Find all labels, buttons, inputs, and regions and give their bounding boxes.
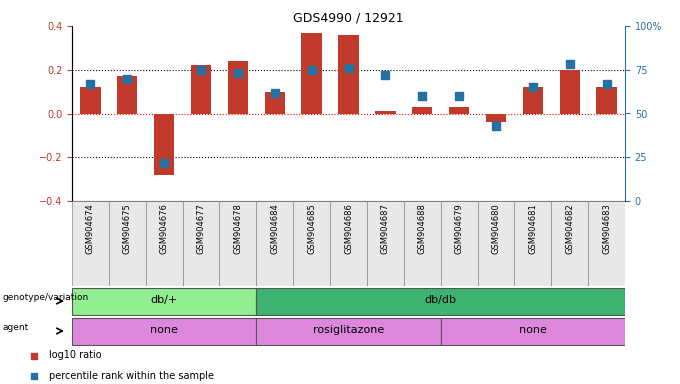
Point	[454, 93, 464, 99]
Text: none: none	[519, 325, 547, 335]
Bar	[256, 201, 293, 286]
Point	[343, 65, 354, 71]
Bar	[117, 76, 137, 114]
Point	[196, 67, 207, 73]
Point	[122, 75, 133, 81]
Text: GSM904675: GSM904675	[123, 204, 132, 254]
Bar	[72, 288, 256, 314]
Bar	[80, 87, 101, 114]
Point	[29, 372, 39, 379]
Bar	[441, 201, 477, 286]
Bar	[477, 201, 514, 286]
Point	[233, 70, 243, 76]
Point	[417, 93, 428, 99]
Text: db/+: db/+	[150, 295, 177, 305]
Bar	[256, 288, 625, 314]
Bar	[72, 201, 109, 286]
Text: GSM904685: GSM904685	[307, 204, 316, 254]
Text: GSM904677: GSM904677	[197, 204, 205, 255]
Point	[29, 353, 39, 359]
Text: GSM904678: GSM904678	[233, 204, 242, 255]
Bar	[265, 92, 285, 114]
Text: db/db: db/db	[425, 295, 457, 305]
Point	[564, 61, 575, 68]
Bar	[367, 201, 404, 286]
Text: agent: agent	[2, 323, 29, 333]
Title: GDS4990 / 12921: GDS4990 / 12921	[293, 12, 404, 25]
Text: GSM904674: GSM904674	[86, 204, 95, 254]
Point	[601, 81, 612, 87]
Bar	[404, 201, 441, 286]
Bar	[375, 111, 396, 114]
Text: GSM904684: GSM904684	[270, 204, 279, 254]
Point	[158, 159, 169, 166]
Text: GSM904676: GSM904676	[160, 204, 169, 255]
Point	[528, 84, 539, 90]
Bar	[560, 70, 580, 114]
Point	[490, 122, 501, 129]
Text: rosiglitazone: rosiglitazone	[313, 325, 384, 335]
Text: GSM904688: GSM904688	[418, 204, 427, 255]
Text: GSM904680: GSM904680	[492, 204, 500, 254]
Text: GSM904687: GSM904687	[381, 204, 390, 255]
Point	[380, 72, 391, 78]
Point	[306, 67, 317, 73]
Bar	[191, 65, 211, 114]
Bar	[228, 61, 248, 114]
Bar	[146, 201, 183, 286]
Bar	[256, 318, 441, 344]
Bar	[109, 201, 146, 286]
Bar	[523, 87, 543, 114]
Bar	[412, 107, 432, 114]
Text: GSM904679: GSM904679	[455, 204, 464, 254]
Text: percentile rank within the sample: percentile rank within the sample	[49, 371, 214, 381]
Text: genotype/variation: genotype/variation	[2, 293, 88, 303]
Bar	[72, 318, 256, 344]
Text: GSM904682: GSM904682	[565, 204, 574, 254]
Bar	[301, 33, 322, 114]
Bar	[339, 35, 358, 114]
Bar	[486, 114, 506, 122]
Point	[269, 89, 280, 96]
Text: GSM904686: GSM904686	[344, 204, 353, 255]
Bar	[154, 114, 174, 175]
Text: log10 ratio: log10 ratio	[49, 351, 101, 361]
Bar	[220, 201, 256, 286]
Bar	[293, 201, 330, 286]
Bar	[588, 201, 625, 286]
Bar	[183, 201, 220, 286]
Text: GSM904683: GSM904683	[602, 204, 611, 255]
Bar	[441, 318, 625, 344]
Bar	[514, 201, 551, 286]
Text: GSM904681: GSM904681	[528, 204, 537, 254]
Text: none: none	[150, 325, 178, 335]
Point	[85, 81, 96, 87]
Bar	[449, 107, 469, 114]
Bar	[330, 201, 367, 286]
Bar	[596, 87, 617, 114]
Bar	[551, 201, 588, 286]
